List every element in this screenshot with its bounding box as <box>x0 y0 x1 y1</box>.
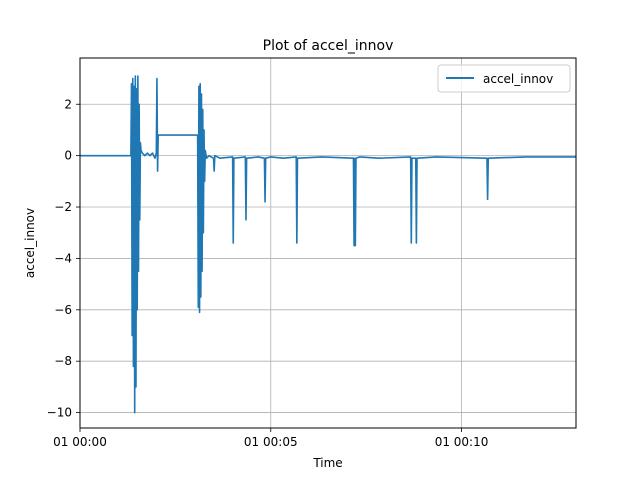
x-axis-label: Time <box>312 456 342 470</box>
legend-label: accel_innov <box>483 72 553 86</box>
y-tick-label: −2 <box>54 200 72 214</box>
x-tick-label: 01 00:10 <box>435 435 489 449</box>
x-tick-label: 01 00:05 <box>244 435 298 449</box>
y-tick-label: 2 <box>64 97 72 111</box>
legend-box <box>437 64 571 93</box>
y-tick-label: −6 <box>54 303 72 317</box>
y-tick-label: −10 <box>47 406 72 420</box>
series-layer <box>80 75 576 414</box>
y-axis-ticks: −10 −8 −6 −4 −2 0 2 <box>47 97 80 420</box>
x-axis-ticks: 01 00:00 01 00:05 01 00:10 <box>53 428 488 449</box>
x-tick-label: 01 00:00 <box>53 435 107 449</box>
y-tick-label: −4 <box>54 251 72 265</box>
y-tick-label: −8 <box>54 354 72 368</box>
series-line-accel-innov <box>80 75 576 414</box>
grid-lines <box>79 58 576 428</box>
plot-frame <box>79 57 577 429</box>
chart-title: Plot of accel_innov <box>263 38 394 54</box>
y-tick-label: 0 <box>64 149 72 163</box>
y-axis-label: accel_innov <box>23 208 37 278</box>
legend: accel_innov <box>437 64 571 93</box>
